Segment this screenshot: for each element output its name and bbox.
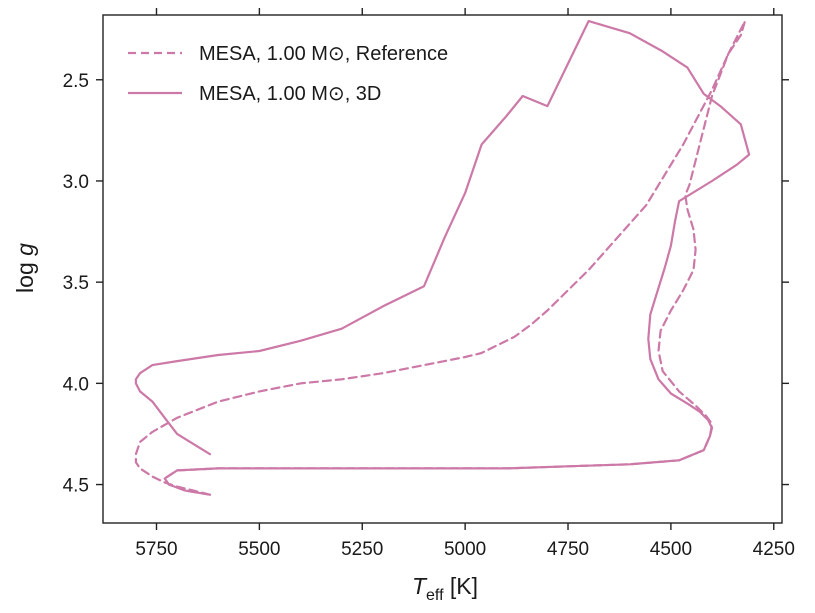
ticks-layer: 5750 5500 5250 5000 4750 4500 4250 2.5 3.0 3.5 4.0… bbox=[63, 8, 795, 560]
x-axis-label-sub: eff bbox=[426, 587, 444, 604]
legend-label-reference: MESA, 1.00 M⊙, Reference bbox=[199, 43, 448, 65]
x-tick-label: 5000 bbox=[444, 539, 486, 560]
y-axis-label: log g bbox=[12, 243, 38, 293]
plot-background bbox=[103, 15, 782, 523]
y-tick-label: 4.0 bbox=[63, 374, 89, 395]
y-tick-label: 3.5 bbox=[63, 273, 89, 294]
y-tick-label: 3.0 bbox=[63, 172, 89, 193]
y-tick-label: 4.5 bbox=[63, 476, 89, 497]
legend: MESA, 1.00 M⊙, Reference MESA, 1.00 M⊙, 3… bbox=[128, 43, 448, 105]
x-tick-label: 4750 bbox=[547, 539, 589, 560]
plot-frame bbox=[102, 14, 783, 524]
legend-label-3d: MESA, 1.00 M⊙, 3D bbox=[199, 83, 381, 105]
y-axis-label-var: g bbox=[12, 243, 38, 256]
series-line-3d bbox=[134, 20, 751, 496]
x-tick-label: 5750 bbox=[135, 539, 177, 560]
x-tick-label: 4250 bbox=[753, 539, 795, 560]
y-axis-label-main: log bbox=[12, 262, 38, 293]
x-axis-label-main: T bbox=[412, 573, 428, 599]
x-axis-label-unit: [K] bbox=[450, 573, 478, 599]
series-layer bbox=[134, 20, 751, 496]
x-tick-label: 5250 bbox=[341, 539, 383, 560]
x-tick-label: 5500 bbox=[238, 539, 280, 560]
y-tick-label: 2.5 bbox=[63, 71, 89, 92]
x-axis-label: Teff [K] bbox=[412, 573, 478, 604]
x-tick-label: 4500 bbox=[650, 539, 692, 560]
